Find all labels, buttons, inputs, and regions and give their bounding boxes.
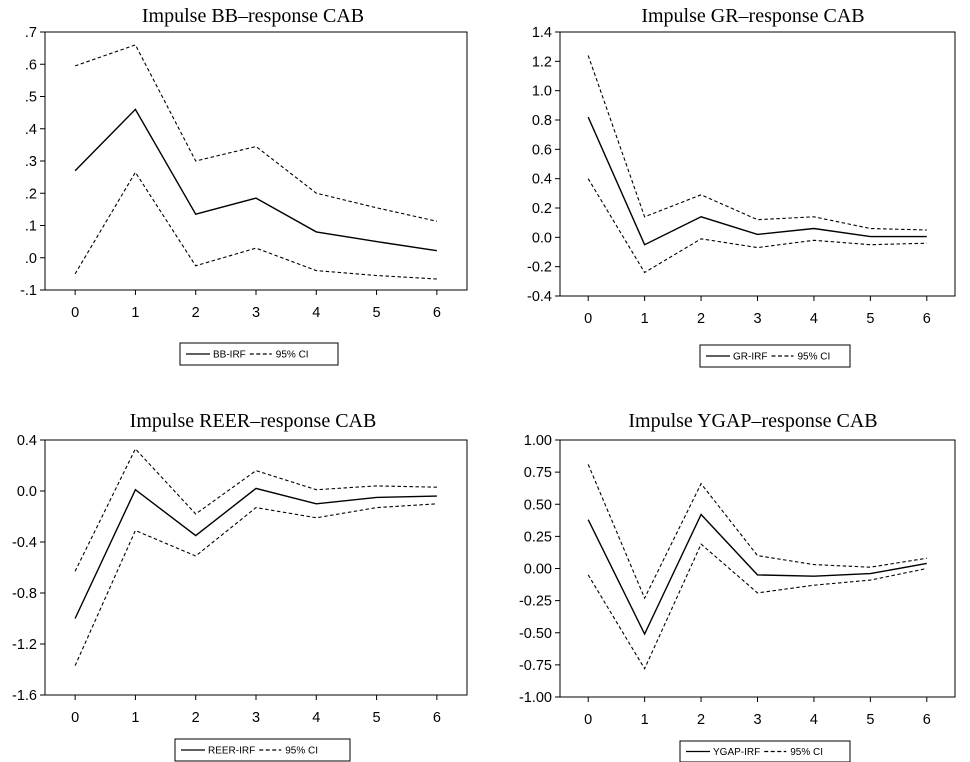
legend-label-irf: REER-IRF	[208, 746, 255, 757]
x-tick-label: 2	[697, 712, 705, 728]
y-tick-label: 0.6	[532, 142, 552, 158]
y-tick-label: .1	[25, 219, 37, 235]
y-tick-label: .0	[25, 251, 37, 267]
chart-panel-reer: Impulse REER–response CAB 0.4 0.0 -0.4 -0.8 -…	[12, 410, 468, 762]
y-tick-label: 0.25	[524, 529, 552, 545]
y-tick-label: 0.4	[17, 433, 37, 449]
x-tick-label: 5	[373, 710, 381, 726]
x-tick-label: 0	[71, 305, 79, 321]
y-tick-label: -0.25	[519, 594, 552, 610]
legend-gr: GR-IRF 95% CI	[699, 344, 851, 368]
ci-lower-line	[587, 543, 927, 670]
y-tick-label: .2	[25, 186, 37, 202]
x-tick-label: 3	[252, 305, 260, 321]
y-tick-label: .5	[25, 90, 37, 106]
y-tick-label: 0.8	[532, 113, 552, 129]
x-tick-label: 0	[584, 311, 592, 327]
legend-bb: BB-IRF 95% CI	[179, 342, 339, 366]
y-tick-label: -0.8	[12, 586, 37, 602]
x-tick-label: 1	[641, 311, 649, 327]
x-tick-label: 2	[697, 311, 705, 327]
x-tick-label: 0	[71, 710, 79, 726]
y-tick-label: 0.2	[532, 201, 552, 217]
ci-upper-line	[74, 447, 437, 572]
ci-lower-line	[587, 178, 927, 274]
x-tick-label: 2	[192, 305, 200, 321]
irf-line	[587, 513, 927, 636]
y-tick-label: 0.4	[532, 172, 552, 188]
x-tick-label: 4	[312, 710, 320, 726]
plot-frame	[44, 31, 468, 291]
x-tick-label: 4	[810, 712, 818, 728]
chart-title-gr: Impulse GR–response CAB	[641, 5, 864, 27]
y-tick-label: .6	[25, 57, 37, 73]
y-tick-label: -1.2	[12, 637, 37, 653]
y-tick-label: 1.00	[524, 433, 552, 449]
y-tick-label: 0.75	[524, 465, 552, 481]
y-tick-label: -1.6	[12, 688, 37, 704]
y-tick-label: 1.0	[532, 84, 552, 100]
ci-upper-line	[587, 464, 927, 600]
irf-line	[587, 116, 927, 246]
legend-label-irf: BB-IRF	[213, 350, 246, 361]
plot-frame	[559, 31, 956, 297]
legend-label-irf: GR-IRF	[733, 352, 767, 363]
y-tick-label: 1.4	[532, 25, 552, 41]
irf-line	[74, 487, 437, 619]
y-tick-label: -0.2	[527, 260, 552, 276]
y-tick-label: 0.0	[532, 230, 552, 246]
x-tick-label: 6	[433, 710, 441, 726]
legend-ygap: YGAP-IRF 95% CI	[679, 740, 851, 762]
legend-label-ci: 95% CI	[790, 747, 823, 758]
legend-label-ci: 95% CI	[797, 352, 830, 363]
x-tick-label: 1	[131, 305, 139, 321]
x-tick-label: 4	[810, 311, 818, 327]
y-tick-label: -1.00	[519, 690, 552, 706]
chart-panel-gr: Impulse GR–response CAB 1.4 1.2 1.0 0.8 0.6 0.…	[527, 5, 956, 368]
y-tick-label: 0.00	[524, 562, 552, 578]
y-tick-label: 0.0	[17, 484, 37, 500]
x-tick-label: 6	[923, 712, 931, 728]
y-tick-label: -0.75	[519, 658, 552, 674]
legend-reer: REER-IRF 95% CI	[174, 738, 351, 762]
y-tick-label: .4	[25, 122, 37, 138]
y-tick-label: -.1	[20, 283, 37, 299]
ci-lower-line	[74, 503, 437, 666]
y-tick-label: -0.4	[527, 289, 552, 305]
x-tick-label: 3	[252, 710, 260, 726]
ci-upper-line	[74, 44, 438, 222]
ci-lower-line	[74, 171, 437, 280]
x-tick-label: 5	[373, 305, 381, 321]
y-tick-label: 1.2	[532, 54, 552, 70]
irf-line	[74, 108, 438, 252]
x-tick-label: 3	[753, 712, 761, 728]
chart-title-reer: Impulse REER–response CAB	[130, 410, 377, 432]
legend-label-ci: 95% CI	[285, 746, 318, 757]
x-tick-label: 5	[866, 311, 874, 327]
y-tick-label: .3	[25, 154, 37, 170]
x-tick-label: 3	[753, 311, 761, 327]
legend-label-ci: 95% CI	[276, 350, 309, 361]
chart-title-ygap: Impulse YGAP–response CAB	[628, 410, 877, 432]
x-tick-label: 1	[641, 712, 649, 728]
ci-upper-line	[587, 55, 927, 231]
x-tick-label: 1	[131, 710, 139, 726]
x-tick-label: 2	[192, 710, 200, 726]
y-tick-label: 0.50	[524, 497, 552, 513]
y-tick-label: .7	[25, 25, 37, 41]
y-tick-label: -0.50	[519, 626, 552, 642]
chart-panel-ygap: Impulse YGAP–response CAB 1.00 0.75 0.50 0.2…	[519, 410, 956, 762]
plot-frame	[44, 439, 468, 696]
x-tick-label: 0	[584, 712, 592, 728]
x-tick-label: 6	[923, 311, 931, 327]
chart-title-bb: Impulse BB–response CAB	[142, 5, 364, 27]
x-tick-label: 6	[433, 305, 441, 321]
chart-panel-bb: Impulse BB–response CAB .7 .6 .5 .4 .3 .2 .1 .0 -…	[20, 5, 468, 366]
x-tick-label: 4	[312, 305, 320, 321]
y-tick-label: -0.4	[12, 535, 37, 551]
legend-label-irf: YGAP-IRF	[713, 747, 760, 758]
x-tick-label: 5	[866, 712, 874, 728]
